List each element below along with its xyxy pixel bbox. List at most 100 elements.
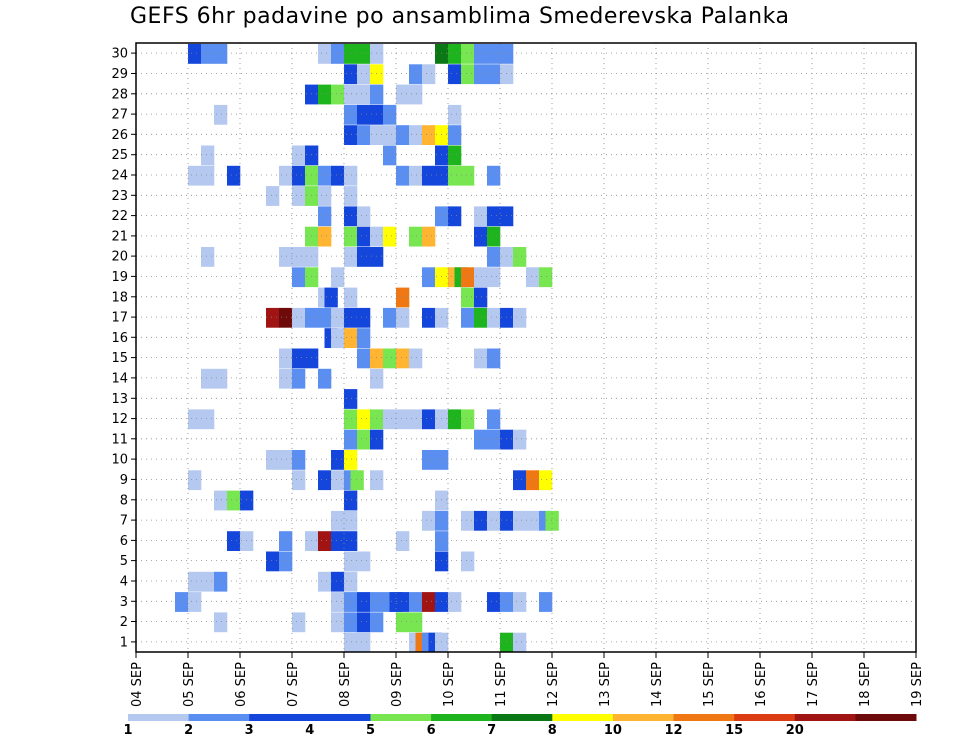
- heatmap-cell: [357, 125, 371, 145]
- heatmap-cell: [279, 531, 293, 551]
- heatmap-cell: [383, 409, 397, 430]
- heatmap-cell: [357, 84, 371, 105]
- heatmap-cell: [292, 145, 306, 166]
- heatmap-cell: [344, 206, 358, 227]
- heatmap-cell: [396, 125, 410, 145]
- y-tick-label: 1: [120, 635, 128, 650]
- colorbar-label: 6: [427, 723, 436, 738]
- heatmap-cell: [214, 104, 228, 125]
- heatmap-cell: [201, 571, 215, 592]
- heatmap-cell: [357, 44, 371, 64]
- heatmap-cell: [279, 450, 293, 470]
- heatmap-cell: [175, 592, 189, 612]
- heatmap-cell: [513, 510, 527, 531]
- heatmap-cell: [370, 592, 384, 612]
- heatmap-cell: [266, 450, 280, 470]
- heatmap-cell: [292, 470, 306, 491]
- heatmap-cell: [331, 450, 345, 470]
- heatmap-cell: [370, 125, 384, 145]
- y-tick-label: 22: [111, 209, 128, 224]
- y-tick-label: 26: [111, 128, 128, 143]
- heatmap-cell: [500, 64, 514, 85]
- heatmap-cell: [350, 470, 364, 491]
- y-tick-label: 10: [111, 453, 128, 468]
- heatmap-cell: [422, 409, 436, 430]
- heatmap-cell: [331, 592, 345, 612]
- heatmap-cell: [266, 186, 280, 206]
- heatmap-cell: [357, 64, 371, 85]
- heatmap-cells: [175, 44, 559, 653]
- heatmap-cell: [370, 409, 384, 430]
- heatmap-cell: [227, 165, 241, 186]
- heatmap-cell: [487, 247, 501, 267]
- heatmap-cell: [331, 531, 345, 551]
- y-tick-label: 30: [111, 47, 128, 62]
- colorbar-label: 20: [786, 723, 804, 738]
- heatmap-cell: [201, 165, 215, 186]
- heatmap-cell: [409, 348, 423, 369]
- y-tick-label: 19: [111, 270, 128, 285]
- heatmap-cell: [487, 267, 501, 288]
- colorbar-segment: [370, 714, 432, 721]
- colorbar-label: 10: [604, 723, 622, 738]
- x-tick-label: 19 SEP: [910, 662, 925, 707]
- heatmap-cell: [201, 44, 215, 64]
- heatmap-cell: [539, 592, 553, 612]
- heatmap-cell: [370, 368, 384, 389]
- y-tick-label: 5: [120, 554, 128, 569]
- heatmap-cell: [227, 531, 241, 551]
- heatmap-cell: [331, 328, 345, 348]
- heatmap-cell: [344, 551, 358, 572]
- heatmap-cell: [370, 64, 384, 85]
- heatmap-cell: [318, 571, 332, 592]
- colorbar-segment: [734, 714, 796, 721]
- heatmap-cell: [318, 531, 332, 551]
- heatmap-cell: [357, 348, 371, 369]
- x-tick-label: 07 SEP: [286, 662, 301, 707]
- heatmap-cell: [318, 226, 332, 247]
- heatmap-cell: [409, 409, 423, 430]
- heatmap-cell: [292, 247, 306, 267]
- heatmap-cell: [292, 368, 306, 389]
- y-tick-label: 11: [111, 432, 128, 447]
- heatmap-cell: [279, 165, 293, 186]
- colorbar-segment: [128, 714, 190, 721]
- heatmap-cell: [305, 531, 319, 551]
- heatmap-cell: [474, 267, 488, 288]
- y-tick-label: 9: [120, 473, 128, 488]
- heatmap-cell: [318, 307, 332, 328]
- colorbar-label: 8: [548, 723, 557, 738]
- heatmap-cell: [448, 64, 462, 85]
- colorbar-segment: [431, 714, 493, 721]
- heatmap-cell: [545, 510, 559, 531]
- heatmap-cell: [474, 206, 488, 227]
- heatmap-cell: [500, 429, 514, 450]
- heatmap-cell: [474, 64, 488, 85]
- heatmap-cell: [435, 632, 449, 653]
- heatmap-cell: [357, 226, 371, 247]
- heatmap-cell: [435, 450, 449, 470]
- heatmap-cell: [240, 490, 254, 511]
- heatmap-cell: [331, 470, 345, 491]
- heatmap-cell: [422, 226, 436, 247]
- y-tick-label: 3: [120, 595, 128, 610]
- heatmap-cell: [344, 490, 358, 511]
- heatmap-cell: [461, 409, 475, 430]
- y-tick-label: 7: [120, 514, 128, 529]
- colorbar-segment: [612, 714, 674, 721]
- heatmap-cell: [266, 307, 280, 328]
- heatmap-cell: [383, 226, 397, 247]
- heatmap-cell: [435, 531, 449, 551]
- heatmap-cell: [188, 571, 202, 592]
- heatmap-cell: [422, 450, 436, 470]
- y-tick-label: 15: [111, 351, 128, 366]
- y-tick-label: 24: [111, 169, 128, 184]
- heatmap-cell: [292, 348, 306, 369]
- heatmap-cell: [500, 592, 514, 612]
- heatmap-cell: [357, 429, 371, 450]
- colorbar: 1 2 3 4 5 6 7 8 10 12 15 20: [123, 714, 917, 738]
- heatmap-cell: [279, 247, 293, 267]
- y-axis: 1234567891011121314151617181920212223242…: [111, 47, 136, 650]
- heatmap-cell: [370, 247, 384, 267]
- heatmap-cell: [500, 307, 514, 328]
